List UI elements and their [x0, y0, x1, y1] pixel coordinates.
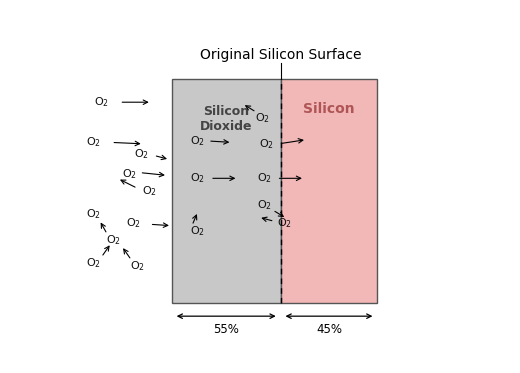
Bar	[281, 79, 378, 303]
Text: Silicon
Dioxide: Silicon Dioxide	[200, 105, 252, 133]
Text: 55%: 55%	[213, 323, 239, 336]
Text: O$_2$: O$_2$	[126, 216, 141, 230]
Text: 45%: 45%	[316, 323, 342, 336]
Text: O$_2$: O$_2$	[277, 216, 292, 230]
Text: O$_2$: O$_2$	[86, 135, 101, 149]
Text: O$_2$: O$_2$	[122, 167, 137, 181]
Text: O$_2$: O$_2$	[86, 256, 101, 270]
Text: O$_2$: O$_2$	[190, 172, 205, 185]
Text: O$_2$: O$_2$	[134, 147, 149, 161]
Text: O$_2$: O$_2$	[255, 111, 270, 125]
Text: O$_2$: O$_2$	[130, 259, 145, 273]
Text: O$_2$: O$_2$	[190, 134, 205, 148]
Text: O$_2$: O$_2$	[106, 233, 121, 247]
Text: O$_2$: O$_2$	[190, 225, 205, 238]
Text: O$_2$: O$_2$	[259, 137, 274, 151]
Bar	[172, 79, 281, 303]
Text: O$_2$: O$_2$	[257, 172, 272, 185]
Text: O$_2$: O$_2$	[86, 207, 101, 221]
Text: Original Silicon Surface: Original Silicon Surface	[200, 48, 361, 62]
Text: O$_2$: O$_2$	[94, 95, 109, 109]
Text: O$_2$: O$_2$	[257, 199, 272, 213]
Text: O$_2$: O$_2$	[142, 184, 157, 198]
Text: Silicon: Silicon	[303, 102, 355, 116]
